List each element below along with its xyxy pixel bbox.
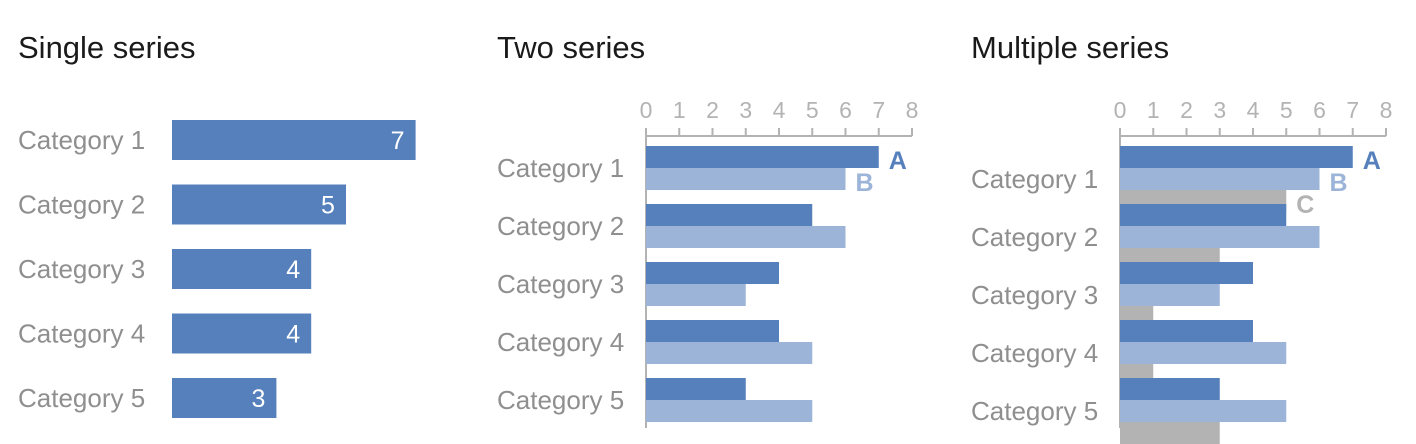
category-label: Category 2 [971,222,1098,252]
bar [646,320,779,342]
bar [1120,320,1253,342]
data-label: 4 [286,321,300,349]
bar [1120,422,1220,444]
data-label: 4 [286,256,300,284]
category-label: Category 5 [18,383,145,413]
bar [1120,262,1253,284]
bar [1120,342,1287,364]
panel-multiple-series: Multiple series 0 1 2 3 4 5 6 7 8 Category 1 A B C Ca… [971,0,1411,444]
bar [646,378,746,400]
multiple-series-chart: 0 1 2 3 4 5 6 7 8 Category 1 ABC Category 2 Category… [971,97,1393,444]
category-label: Category 3 [971,280,1098,310]
x-tick-label: 2 [1180,97,1193,123]
chart-title: Single series [18,30,196,65]
bar [172,313,312,354]
x-tick-label: 5 [1280,97,1293,123]
chart-title: Multiple series [971,30,1170,65]
series-label: B [1330,169,1348,197]
x-tick-label: 5 [806,97,819,123]
data-label: 3 [251,385,265,413]
bar [646,226,846,248]
chart-title: Two series [497,30,646,65]
bar [646,284,746,306]
bar [172,378,277,418]
bar [1120,168,1320,190]
category-label: Category 2 [497,211,624,241]
bar [646,204,813,226]
bar [646,168,846,190]
x-tick-label: 3 [739,97,752,123]
x-tick-label: 8 [1380,97,1393,123]
bar [1120,378,1220,400]
x-tick-label: 7 [1346,97,1359,123]
x-tick-label: 6 [839,97,852,123]
category-label: Category 2 [18,190,145,220]
category-label: Category 1 [18,125,145,155]
series-label: A [1363,147,1381,175]
x-tick-label: 8 [906,97,919,123]
bar [1120,284,1220,306]
bar [646,400,813,422]
panel-single-series: Single series Category 1 7 Category 2 5 Cate… [18,0,438,444]
x-tick-label: 7 [872,97,885,123]
category-label: Category 5 [971,396,1098,426]
x-tick-label: 4 [773,97,786,123]
x-tick-label: 0 [640,97,653,123]
x-tick-label: 2 [706,97,719,123]
category-label: Category 3 [18,254,145,284]
series-label: B [856,169,874,197]
series-label: A [889,147,907,175]
bar [172,249,312,289]
bar [646,146,879,168]
category-label: Category 4 [18,319,145,349]
category-label: Category 1 [497,153,624,183]
category-label: Category 4 [497,327,624,357]
data-label: 7 [391,127,405,155]
x-tick-label: 1 [1147,97,1160,123]
single-series-chart: Category 1 7 Category 2 5 Category 3 4 Categor… [18,120,416,418]
x-tick-label: 1 [673,97,686,123]
x-tick-label: 0 [1114,97,1127,123]
x-tick-label: 4 [1247,97,1260,123]
category-label: Category 1 [971,164,1098,194]
bar [1120,146,1353,168]
panel-two-series: Two series 0 1 2 3 4 5 6 7 8 Category 1 A B Category… [497,0,937,444]
x-tick-label: 6 [1313,97,1326,123]
series-label: C [1296,191,1314,219]
bar [1120,400,1287,422]
bar [172,184,346,225]
bar [1120,204,1287,226]
category-label: Category 5 [497,385,624,415]
bar [646,262,779,284]
bar [646,342,813,364]
bar [1120,226,1320,248]
two-series-chart: 0 1 2 3 4 5 6 7 8 Category 1 AB Category 2 Category … [497,97,919,428]
bar [172,120,416,160]
x-tick-label: 3 [1213,97,1226,123]
data-label: 5 [321,192,335,220]
category-label: Category 3 [497,269,624,299]
category-label: Category 4 [971,338,1098,368]
